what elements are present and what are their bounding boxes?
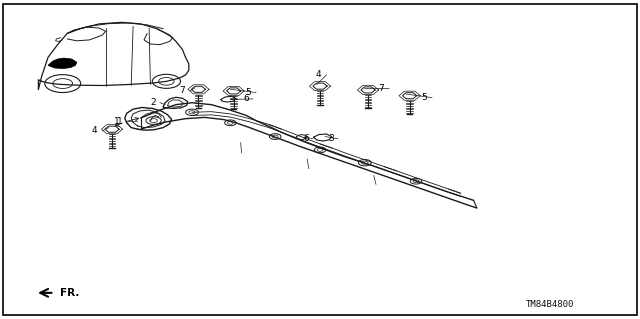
Text: 1: 1 [118,117,123,126]
Text: FR.: FR. [60,288,79,298]
Text: 2: 2 [151,98,156,107]
Text: TM84B4800: TM84B4800 [526,300,575,309]
Text: 5: 5 [422,93,427,102]
Text: 4: 4 [316,70,321,79]
Text: 6: 6 [304,134,309,143]
Text: 7: 7 [180,86,185,95]
Text: 4: 4 [92,126,97,135]
Text: 6: 6 [244,94,249,103]
Text: 5: 5 [246,88,251,97]
Text: 3: 3 [329,134,334,143]
Text: 7: 7 [379,84,384,93]
Polygon shape [48,58,77,69]
Text: 1: 1 [115,117,120,126]
